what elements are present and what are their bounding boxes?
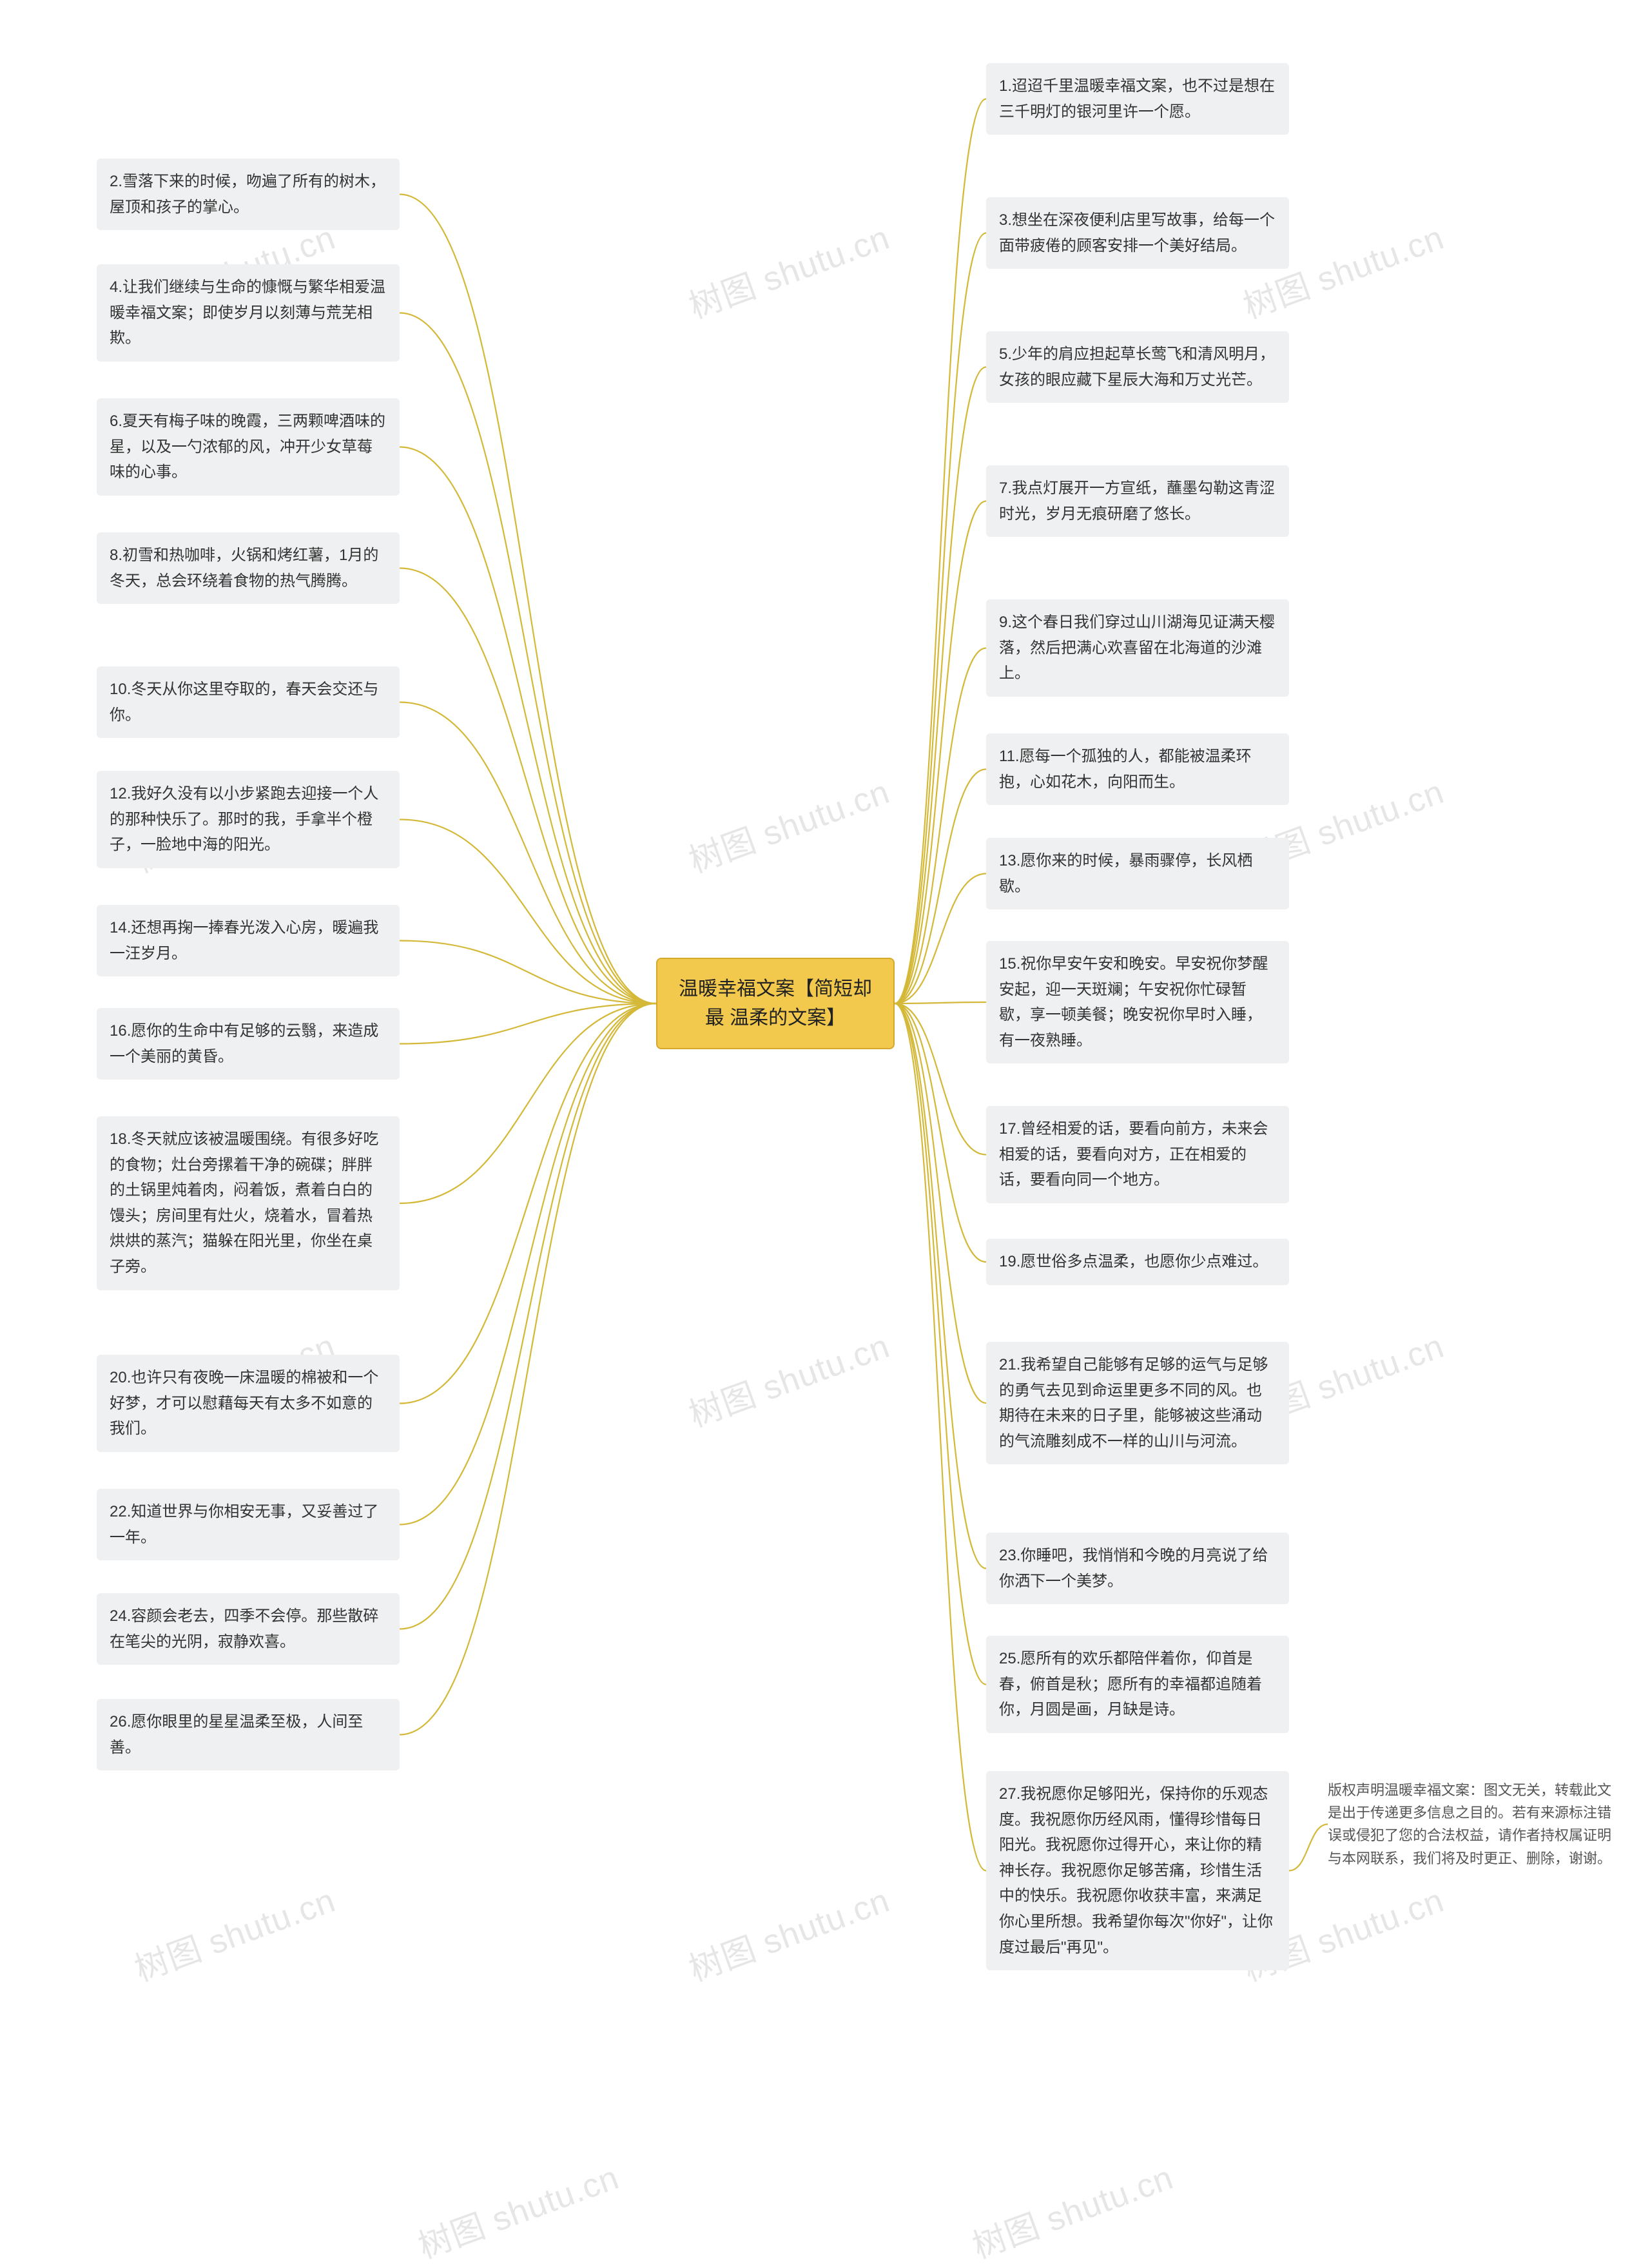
left-leaf-0: 2.雪落下来的时候，吻遍了所有的树木，屋顶和孩子的掌心。 bbox=[97, 159, 400, 230]
watermark-9: 树图 shutu.cn bbox=[127, 1874, 341, 1991]
right-leaf-7: 15.祝你早安午安和晚安。早安祝你梦醒安起，迎一天斑斓；午安祝你忙碌暂歇，享一顿… bbox=[986, 941, 1289, 1063]
left-leaf-12: 26.愿你眼里的星星温柔至极，人间至善。 bbox=[97, 1699, 400, 1770]
right-leaf-0: 1.迢迢千里温暖幸福文案，也不过是想在三千明灯的银河里许一个愿。 bbox=[986, 63, 1289, 135]
watermark-4: 树图 shutu.cn bbox=[681, 765, 895, 882]
watermark-7: 树图 shutu.cn bbox=[681, 1319, 895, 1437]
right-leaf-8: 17.曾经相爱的话，要看向前方，未来会相爱的话，要看向对方，正在相爱的话，要看向… bbox=[986, 1106, 1289, 1203]
left-leaf-9: 20.也许只有夜晚一床温暖的棉被和一个好梦，才可以慰藉每天有太多不如意的我们。 bbox=[97, 1355, 400, 1452]
left-leaf-6: 14.还想再掬一捧春光泼入心房，暖遍我一汪岁月。 bbox=[97, 905, 400, 976]
right-leaf-1: 3.想坐在深夜便利店里写故事，给每一个面带疲倦的顾客安排一个美好结局。 bbox=[986, 197, 1289, 269]
left-leaf-11: 24.容颜会老去，四季不会停。那些散碎在笔尖的光阴，寂静欢喜。 bbox=[97, 1593, 400, 1665]
center-node: 温暖幸福文案【简短却最 温柔的文案】 bbox=[656, 958, 895, 1049]
right-leaf-5: 11.愿每一个孤独的人，都能被温柔环抱，心如花木，向阳而生。 bbox=[986, 733, 1289, 805]
right-leaf-11: 23.你睡吧，我悄悄和今晚的月亮说了给你洒下一个美梦。 bbox=[986, 1533, 1289, 1604]
right-leaf-12: 25.愿所有的欢乐都陪伴着你，仰首是春，俯首是秋；愿所有的幸福都追随着你，月圆是… bbox=[986, 1636, 1289, 1733]
left-leaf-5: 12.我好久没有以小步紧跑去迎接一个人的那种快乐了。那时的我，手拿半个橙子，一脸… bbox=[97, 771, 400, 868]
right-leaf-2: 5.少年的肩应担起草长莺飞和清风明月，女孩的眼应藏下星辰大海和万丈光芒。 bbox=[986, 331, 1289, 403]
watermark-10: 树图 shutu.cn bbox=[681, 1874, 895, 1991]
right-leaf-9: 19.愿世俗多点温柔，也愿你少点难过。 bbox=[986, 1239, 1289, 1285]
left-leaf-1: 4.让我们继续与生命的慷慨与繁华相爱温暖幸福文案；即使岁月以刻薄与荒芜相欺。 bbox=[97, 264, 400, 362]
right-leaf-3: 7.我点灯展开一方宣纸，蘸墨勾勒这青涩时光，岁月无痕研磨了悠长。 bbox=[986, 465, 1289, 537]
left-leaf-4: 10.冬天从你这里夺取的，春天会交还与你。 bbox=[97, 666, 400, 738]
left-leaf-3: 8.初雪和热咖啡，火锅和烤红薯，1月的冬天，总会环绕着食物的热气腾腾。 bbox=[97, 532, 400, 604]
left-leaf-10: 22.知道世界与你相安无事，又妥善过了一年。 bbox=[97, 1489, 400, 1560]
right-leaf-6: 13.愿你来的时候，暴雨骤停，长风栖歇。 bbox=[986, 838, 1289, 909]
right-leaf-13: 27.我祝愿你足够阳光，保持你的乐观态度。我祝愿你历经风雨，懂得珍惜每日阳光。我… bbox=[986, 1771, 1289, 1970]
right-leaf-4: 9.这个春日我们穿过山川湖海见证满天樱落，然后把满心欢喜留在北海道的沙滩上。 bbox=[986, 599, 1289, 697]
copyright-footer: 版权声明温暖幸福文案：图文无关，转载此文是出于传递更多信息之目的。若有来源标注错… bbox=[1328, 1779, 1624, 1870]
right-leaf-10: 21.我希望自己能够有足够的运气与足够的勇气去见到命运里更多不同的风。也期待在未… bbox=[986, 1342, 1289, 1464]
left-leaf-7: 16.愿你的生命中有足够的云翳，来造成一个美丽的黄昏。 bbox=[97, 1008, 400, 1080]
watermark-12: 树图 shutu.cn bbox=[411, 2151, 625, 2268]
left-leaf-8: 18.冬天就应该被温暖围绕。有很多好吃的食物；灶台旁摞着干净的碗碟；胖胖的土锅里… bbox=[97, 1116, 400, 1290]
watermark-13: 树图 shutu.cn bbox=[965, 2151, 1179, 2268]
watermark-1: 树图 shutu.cn bbox=[681, 211, 895, 328]
left-leaf-2: 6.夏天有梅子味的晚霞，三两颗啤酒味的星，以及一勺浓郁的风，冲开少女草莓味的心事… bbox=[97, 398, 400, 496]
